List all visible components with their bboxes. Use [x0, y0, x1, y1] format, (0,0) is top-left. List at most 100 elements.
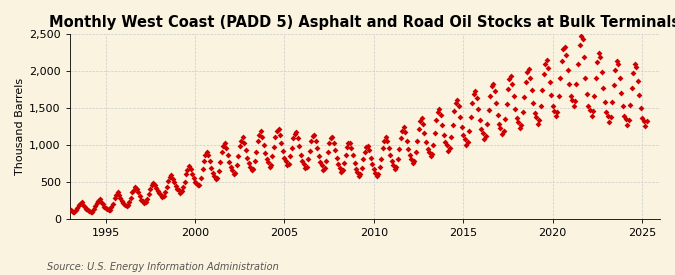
Point — [470, 89, 481, 93]
Point — [546, 93, 557, 97]
Point — [629, 62, 640, 67]
Point — [334, 165, 345, 170]
Point — [297, 158, 308, 163]
Point — [518, 110, 529, 114]
Point — [167, 177, 178, 181]
Point — [222, 152, 233, 157]
Point — [387, 162, 398, 167]
Point — [327, 135, 338, 139]
Point — [287, 145, 298, 150]
Point — [531, 115, 541, 119]
Point — [448, 122, 458, 127]
Point — [234, 144, 245, 149]
Point — [145, 186, 156, 191]
Point — [170, 184, 181, 188]
Point — [376, 156, 387, 161]
Point — [191, 181, 202, 185]
Point — [124, 200, 135, 205]
Point — [571, 82, 582, 86]
Point — [587, 109, 598, 114]
Point — [333, 162, 344, 166]
Point — [328, 141, 339, 145]
Point — [566, 98, 577, 102]
Point — [198, 158, 209, 163]
Point — [82, 208, 93, 213]
Point — [403, 147, 414, 151]
Point — [365, 155, 376, 160]
Point — [429, 131, 440, 135]
Point — [362, 144, 373, 148]
Point — [133, 190, 144, 194]
Point — [298, 162, 309, 166]
Point — [109, 195, 120, 200]
Point — [102, 207, 113, 211]
Point — [249, 159, 260, 163]
Point — [620, 117, 631, 122]
Point — [381, 135, 392, 139]
Point — [427, 152, 437, 156]
Point — [398, 125, 409, 130]
Point — [282, 163, 293, 167]
Point — [369, 167, 379, 172]
Point — [622, 122, 632, 127]
Point — [583, 103, 594, 108]
Point — [138, 199, 148, 203]
Point — [386, 159, 397, 163]
Point — [524, 67, 535, 72]
Point — [242, 155, 252, 160]
Point — [260, 151, 271, 155]
Point — [304, 148, 315, 153]
Point — [543, 66, 554, 71]
Point — [604, 119, 615, 124]
Point — [228, 172, 239, 176]
Point — [628, 71, 639, 75]
Point — [486, 84, 497, 89]
Point — [529, 111, 540, 115]
Point — [307, 134, 318, 138]
Point — [279, 155, 290, 160]
Point — [533, 122, 543, 126]
Point — [182, 168, 193, 172]
Point — [202, 149, 213, 154]
Point — [203, 152, 214, 157]
Point — [188, 176, 199, 180]
Point — [534, 118, 545, 122]
Point — [322, 150, 333, 154]
Point — [464, 128, 475, 133]
Point — [103, 208, 114, 213]
Y-axis label: Thousand Barrels: Thousand Barrels — [15, 78, 25, 175]
Point — [640, 124, 651, 128]
Point — [568, 104, 579, 108]
Point — [592, 60, 603, 65]
Point — [239, 141, 250, 145]
Point — [560, 44, 570, 49]
Point — [598, 86, 609, 90]
Point — [284, 162, 294, 166]
Point — [389, 167, 400, 171]
Point — [346, 146, 357, 150]
Point — [562, 68, 573, 72]
Point — [221, 146, 232, 150]
Point — [276, 141, 287, 145]
Point — [200, 153, 211, 158]
Point — [441, 143, 452, 147]
Point — [501, 102, 512, 106]
Point — [224, 160, 235, 164]
Point — [465, 115, 476, 119]
Point — [91, 201, 102, 205]
Point — [370, 170, 381, 175]
Point — [118, 201, 129, 206]
Point — [197, 167, 208, 172]
Point — [468, 92, 479, 96]
Point — [277, 149, 288, 153]
Point — [385, 153, 396, 158]
Point — [251, 149, 262, 154]
Point — [254, 132, 265, 137]
Point — [248, 167, 259, 171]
Point — [139, 201, 150, 205]
Point — [111, 193, 122, 197]
Point — [212, 176, 223, 180]
Point — [348, 153, 358, 158]
Point — [361, 145, 372, 149]
Point — [589, 94, 600, 98]
